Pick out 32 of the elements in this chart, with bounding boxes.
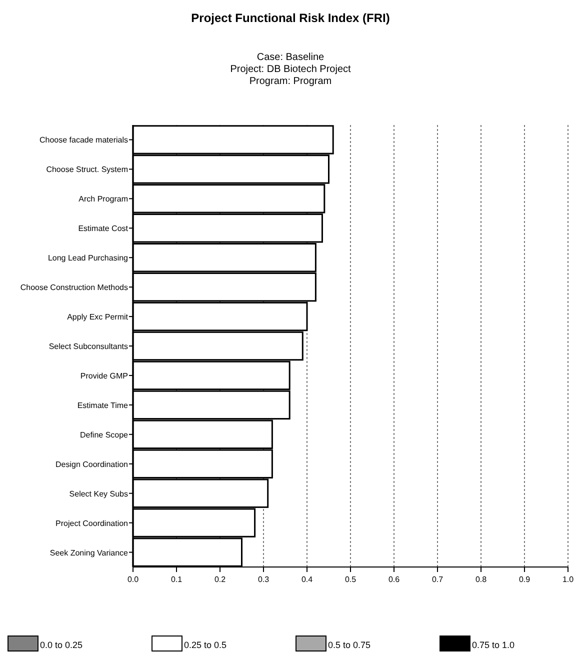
x-tick-label: 0.0: [127, 575, 140, 584]
x-tick-label: 0.9: [518, 575, 531, 584]
y-tick-label: Choose Construction Methods: [20, 283, 128, 292]
x-tick-label: 0.2: [214, 575, 226, 584]
y-tick-label: Choose Struct. System: [46, 165, 128, 174]
legend-label: 0.25 to 0.5: [184, 640, 227, 650]
legend-label: 0.75 to 1.0: [472, 640, 515, 650]
legend-label: 0.5 to 0.75: [328, 640, 371, 650]
x-tick-label: 0.4: [301, 575, 314, 584]
y-tick-label: Design Coordination: [56, 460, 128, 469]
x-tick-label: 1.0: [562, 575, 574, 584]
legend-label: 0.0 to 0.25: [40, 640, 83, 650]
y-tick-label: Seek Zoning Variance: [50, 548, 129, 558]
x-tick-label: 0.3: [258, 575, 270, 584]
y-tick-label: Arch Program: [78, 194, 128, 204]
x-tick-label: 0.6: [388, 575, 400, 584]
y-tick-label: Define Scope: [80, 430, 129, 440]
y-tick-label: Project Coordination: [56, 518, 128, 528]
y-tick-label: Select Key Subs: [69, 489, 128, 498]
y-tick-label: Choose facade materials: [40, 136, 128, 145]
y-tick-label: Apply Exc Permit: [67, 312, 129, 322]
y-tick-label: Long Lead Purchasing: [48, 254, 128, 263]
x-tick-label: 0.5: [344, 575, 357, 584]
y-tick-label: Select Subconsultants: [48, 342, 128, 351]
y-tick-label: Provide GMP: [80, 371, 128, 380]
y-tick-label: Estimate Time: [77, 400, 129, 410]
y-tick-label: Estimate Cost: [78, 224, 129, 234]
chart-title: Project Functional Risk Index (FRI): [191, 11, 390, 25]
x-tick-label: 0.8: [475, 575, 488, 584]
x-tick-label: 0.7: [432, 575, 444, 584]
chart-subtitle: Case: Baseline Project: DB Biotech Project Program: Program: [230, 52, 352, 87]
x-tick-label: 0.1: [170, 575, 183, 584]
